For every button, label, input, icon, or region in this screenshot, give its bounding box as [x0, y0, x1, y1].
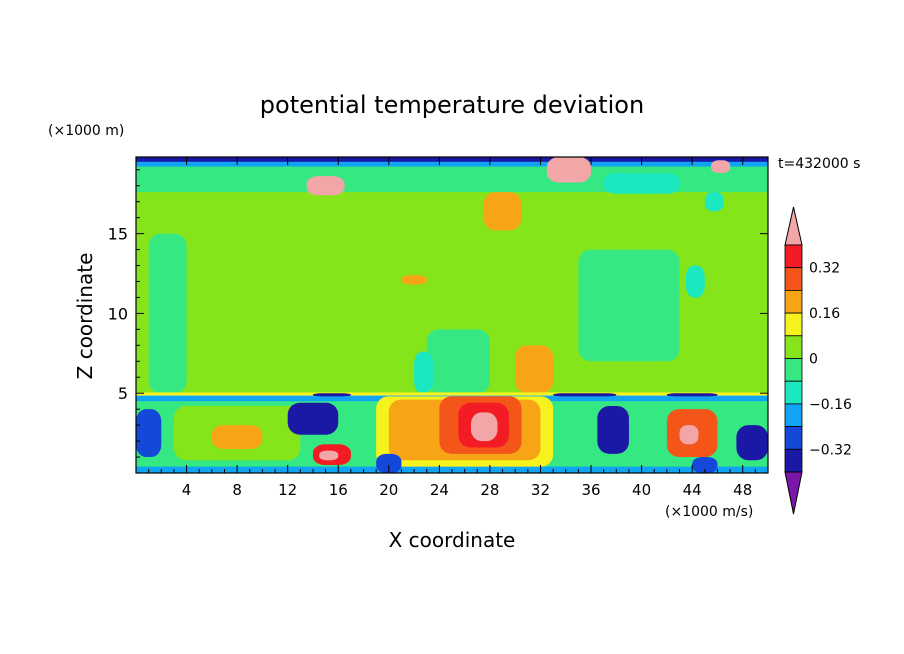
y-tick-label: 10 [108, 304, 128, 323]
field-region [685, 265, 705, 298]
field-region [692, 457, 718, 473]
colorbar-box [784, 448, 803, 473]
colorbar-label: −0.32 [809, 442, 852, 458]
field-region [597, 405, 629, 454]
x-tick-label: 32 [531, 481, 550, 499]
colorbar-box [784, 244, 803, 269]
field-region [553, 393, 617, 397]
field-region [148, 233, 187, 394]
x-tick-label: 28 [480, 481, 499, 499]
colorbar-box [784, 380, 803, 405]
field-region [711, 160, 731, 173]
y-unit-label: (×1000 m) [48, 123, 124, 139]
y-tick-label: 5 [118, 384, 128, 403]
field-region [603, 172, 680, 194]
colorbar-box [784, 312, 803, 337]
colorbar-label: 0.32 [809, 261, 840, 277]
colorbar-box [784, 426, 803, 450]
y-axis-label: Z coordinate [73, 253, 97, 380]
y-tick-label: 15 [108, 225, 128, 244]
field-region [136, 157, 768, 162]
field-region [426, 329, 490, 394]
x-tick-label: 44 [683, 481, 702, 499]
field-region [306, 176, 345, 196]
colorbar-bottom-arrow [784, 471, 803, 515]
field-region [312, 393, 351, 397]
x-tick-label: 12 [278, 481, 297, 499]
plot-area [136, 157, 768, 473]
colorbar-label: 0 [809, 352, 818, 368]
field-region [401, 275, 427, 285]
field-region [211, 425, 263, 450]
x-tick-label: 24 [430, 481, 449, 499]
field-region [376, 453, 402, 473]
colorbar-label: 0.16 [809, 306, 840, 322]
colorbar-box [784, 403, 803, 427]
field-region [319, 450, 339, 461]
chart-title: potential temperature deviation [260, 91, 644, 119]
field-region [578, 249, 680, 362]
x-tick-label: 8 [232, 481, 242, 499]
time-label: t=432000 s [778, 156, 860, 172]
field-region [666, 393, 718, 397]
x-unit-label: (×1000 m/s) [665, 504, 753, 520]
x-tick-label: 20 [379, 481, 398, 499]
field-region [414, 351, 434, 394]
field-region [704, 192, 724, 212]
x-tick-label: 4 [182, 481, 192, 499]
x-axis-label: X coordinate [389, 528, 516, 552]
field-region [736, 425, 768, 461]
x-tick-label: 40 [632, 481, 651, 499]
colorbar: 0.32 0.16 0 −0.16 −0.32 [784, 206, 852, 515]
x-tick-label: 48 [733, 481, 752, 499]
field-region [287, 402, 339, 435]
x-axis: 4 8 12 16 20 24 28 32 36 40 44 48 [148, 157, 756, 499]
field-region [483, 192, 522, 231]
colorbar-top-arrow [784, 206, 803, 246]
x-tick-label: 36 [581, 481, 600, 499]
colorbar-box [784, 335, 803, 359]
colorbar-box [784, 267, 803, 291]
colorbar-label: −0.16 [809, 397, 852, 413]
field-region [470, 412, 498, 442]
colorbar-box [784, 358, 803, 382]
colorbar-box [784, 289, 803, 314]
field-region [679, 425, 699, 445]
x-tick-label: 16 [329, 481, 348, 499]
field-region [546, 157, 592, 183]
field-region [136, 392, 768, 396]
field-region [515, 345, 554, 394]
field-region [136, 409, 162, 458]
y-axis: 5 10 15 [108, 169, 768, 458]
